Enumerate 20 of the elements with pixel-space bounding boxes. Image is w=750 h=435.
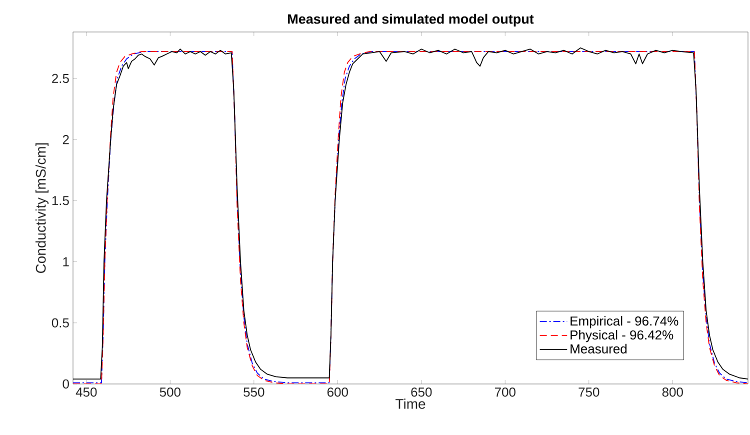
legend-label: Physical - 96.42%: [570, 330, 674, 342]
x-tick-label: 750: [578, 388, 600, 397]
y-tick-label: 2.5: [52, 74, 69, 84]
y-tick-label: 2: [62, 135, 69, 144]
x-tick-label: 600: [327, 388, 348, 397]
y-tick-label: 1.5: [52, 196, 69, 206]
legend-label: Empirical - 96.74%: [570, 316, 678, 328]
y-tick-label: 0: [62, 379, 69, 389]
x-tick-label: 500: [160, 388, 180, 397]
x-tick-label: 800: [662, 388, 683, 397]
x-tick-label: 700: [494, 388, 516, 397]
x-tick-label: 450: [76, 388, 97, 397]
y-tick-label: 1: [63, 257, 69, 266]
x-tick-label: 550: [244, 388, 264, 397]
y-tick-label: 0.5: [52, 318, 69, 328]
x-tick-label: 650: [411, 388, 432, 397]
chart-title: Measured and simulated model output: [288, 14, 534, 26]
y-axis-title: Conductivity [mS/cm]: [35, 143, 49, 274]
legend-label: Measured: [570, 344, 627, 354]
x-axis-title: Time: [396, 398, 426, 409]
